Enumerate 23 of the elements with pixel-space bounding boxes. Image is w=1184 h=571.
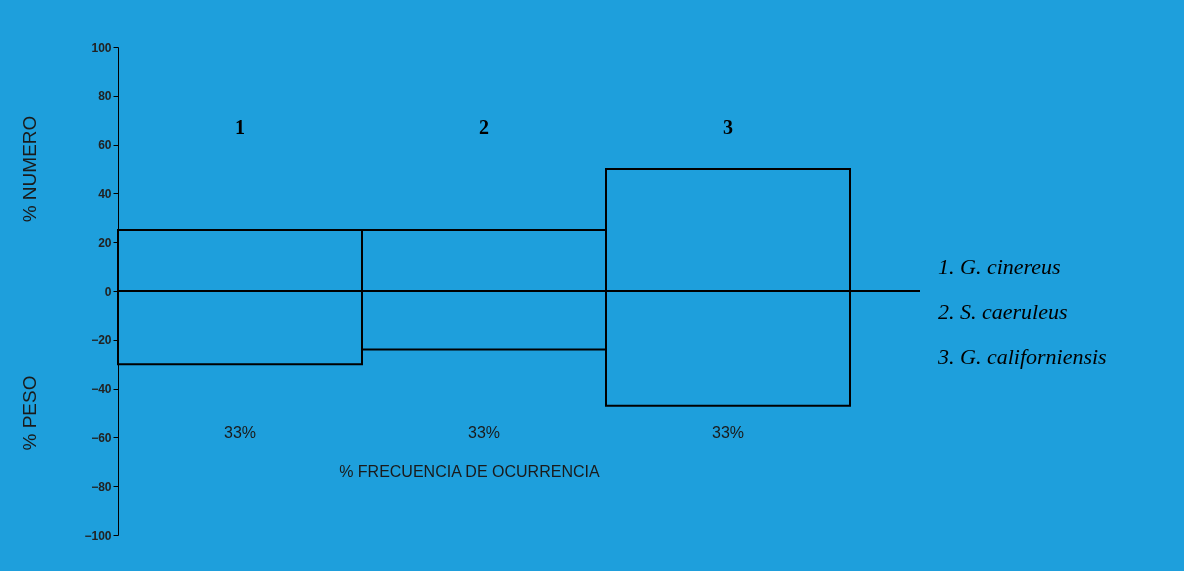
annotation: 33%: [223, 423, 257, 441]
text: % PESO: [19, 375, 40, 451]
text: 1. G. cinereus: [938, 253, 1061, 279]
y-tick-label: −60: [91, 430, 112, 445]
x-tick-label: 3: [723, 115, 733, 138]
text: % NUMERO: [19, 115, 40, 223]
x-tick-label: 1: [235, 115, 245, 138]
x-tick-label: 2: [479, 115, 489, 138]
y-tick-label: 0: [104, 284, 112, 299]
y-tick-label: 40: [98, 186, 112, 201]
y-tick-label: 80: [98, 89, 112, 104]
annotation: 33%: [467, 423, 501, 441]
y-tick-label: −40: [91, 382, 112, 397]
annotation: 33%: [711, 423, 745, 441]
y-tick-label: −80: [91, 479, 112, 494]
y-tick-label: 20: [98, 235, 112, 250]
y-tick-label: −20: [91, 333, 112, 348]
y-tick-label: 60: [98, 138, 112, 153]
text: 2. S. caeruleus: [938, 298, 1068, 324]
y-tick-label: −100: [84, 528, 112, 543]
y-tick-label: 100: [91, 40, 112, 55]
text: 3. G. californiensis: [937, 343, 1107, 369]
x-axis-title: % FRECUENCIA DE OCURRENCIA: [339, 462, 600, 480]
